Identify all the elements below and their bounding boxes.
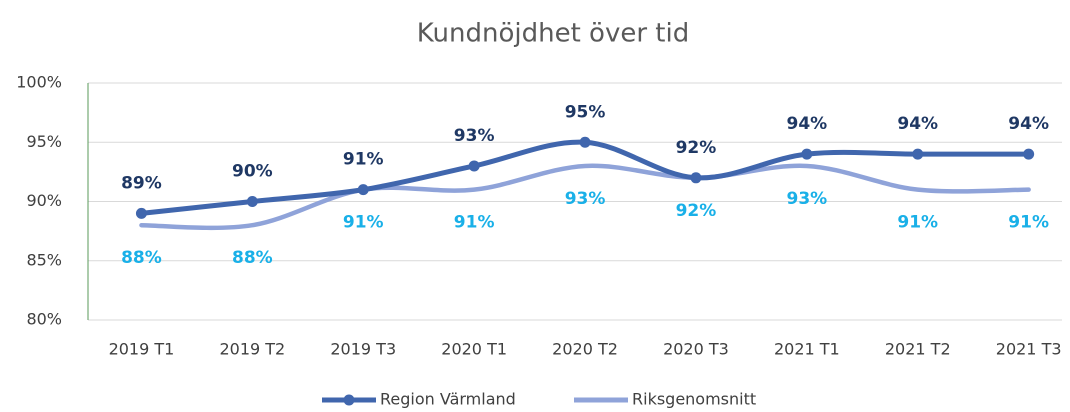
data-label: 94% bbox=[1008, 114, 1049, 134]
legend-label: Region Värmland bbox=[380, 390, 516, 409]
marker bbox=[468, 160, 480, 172]
x-tick-label: 2021 T1 bbox=[774, 340, 840, 359]
y-tick-label: 95% bbox=[26, 132, 62, 151]
data-label: 94% bbox=[897, 114, 938, 134]
data-label: 92% bbox=[676, 201, 717, 221]
data-label: 93% bbox=[454, 126, 495, 146]
data-label: 91% bbox=[343, 150, 384, 170]
series-line bbox=[139, 163, 1031, 231]
x-tick-label: 2019 T1 bbox=[109, 340, 175, 359]
data-label: 94% bbox=[786, 114, 827, 134]
data-label: 91% bbox=[454, 213, 495, 233]
data-label: 95% bbox=[565, 102, 606, 122]
y-tick-label: 90% bbox=[26, 191, 62, 210]
data-label: 93% bbox=[786, 189, 827, 209]
y-tick-label: 80% bbox=[26, 310, 62, 329]
data-label: 88% bbox=[121, 248, 162, 268]
marker bbox=[246, 196, 258, 207]
data-label: 92% bbox=[676, 138, 717, 158]
marker bbox=[912, 148, 924, 160]
data-label: 88% bbox=[232, 248, 273, 268]
data-label: 91% bbox=[897, 213, 938, 233]
marker bbox=[357, 184, 369, 196]
x-tick-label: 2020 T3 bbox=[663, 340, 729, 359]
data-label: 91% bbox=[1008, 213, 1049, 233]
data-label: 90% bbox=[232, 162, 273, 182]
x-tick-label: 2020 T2 bbox=[552, 340, 618, 359]
x-tick-label: 2019 T3 bbox=[330, 340, 396, 359]
chart-title: Kundnöjdhet över tid bbox=[417, 19, 689, 49]
legend-marker bbox=[343, 394, 355, 406]
marker bbox=[801, 148, 813, 160]
marker bbox=[579, 136, 591, 148]
data-label: 93% bbox=[565, 189, 606, 209]
legend-label: Riksgenomsnitt bbox=[632, 390, 756, 409]
x-tick-label: 2019 T2 bbox=[219, 340, 285, 359]
marker bbox=[690, 172, 702, 184]
y-tick-label: 85% bbox=[26, 250, 62, 269]
x-tick-label: 2020 T1 bbox=[441, 340, 507, 359]
marker bbox=[135, 207, 147, 219]
x-tick-label: 2021 T2 bbox=[885, 340, 951, 359]
y-tick-label: 100% bbox=[16, 73, 62, 92]
marker bbox=[1023, 148, 1035, 160]
x-tick-label: 2021 T3 bbox=[996, 340, 1062, 359]
data-label: 89% bbox=[121, 173, 162, 193]
data-label: 91% bbox=[343, 213, 384, 233]
